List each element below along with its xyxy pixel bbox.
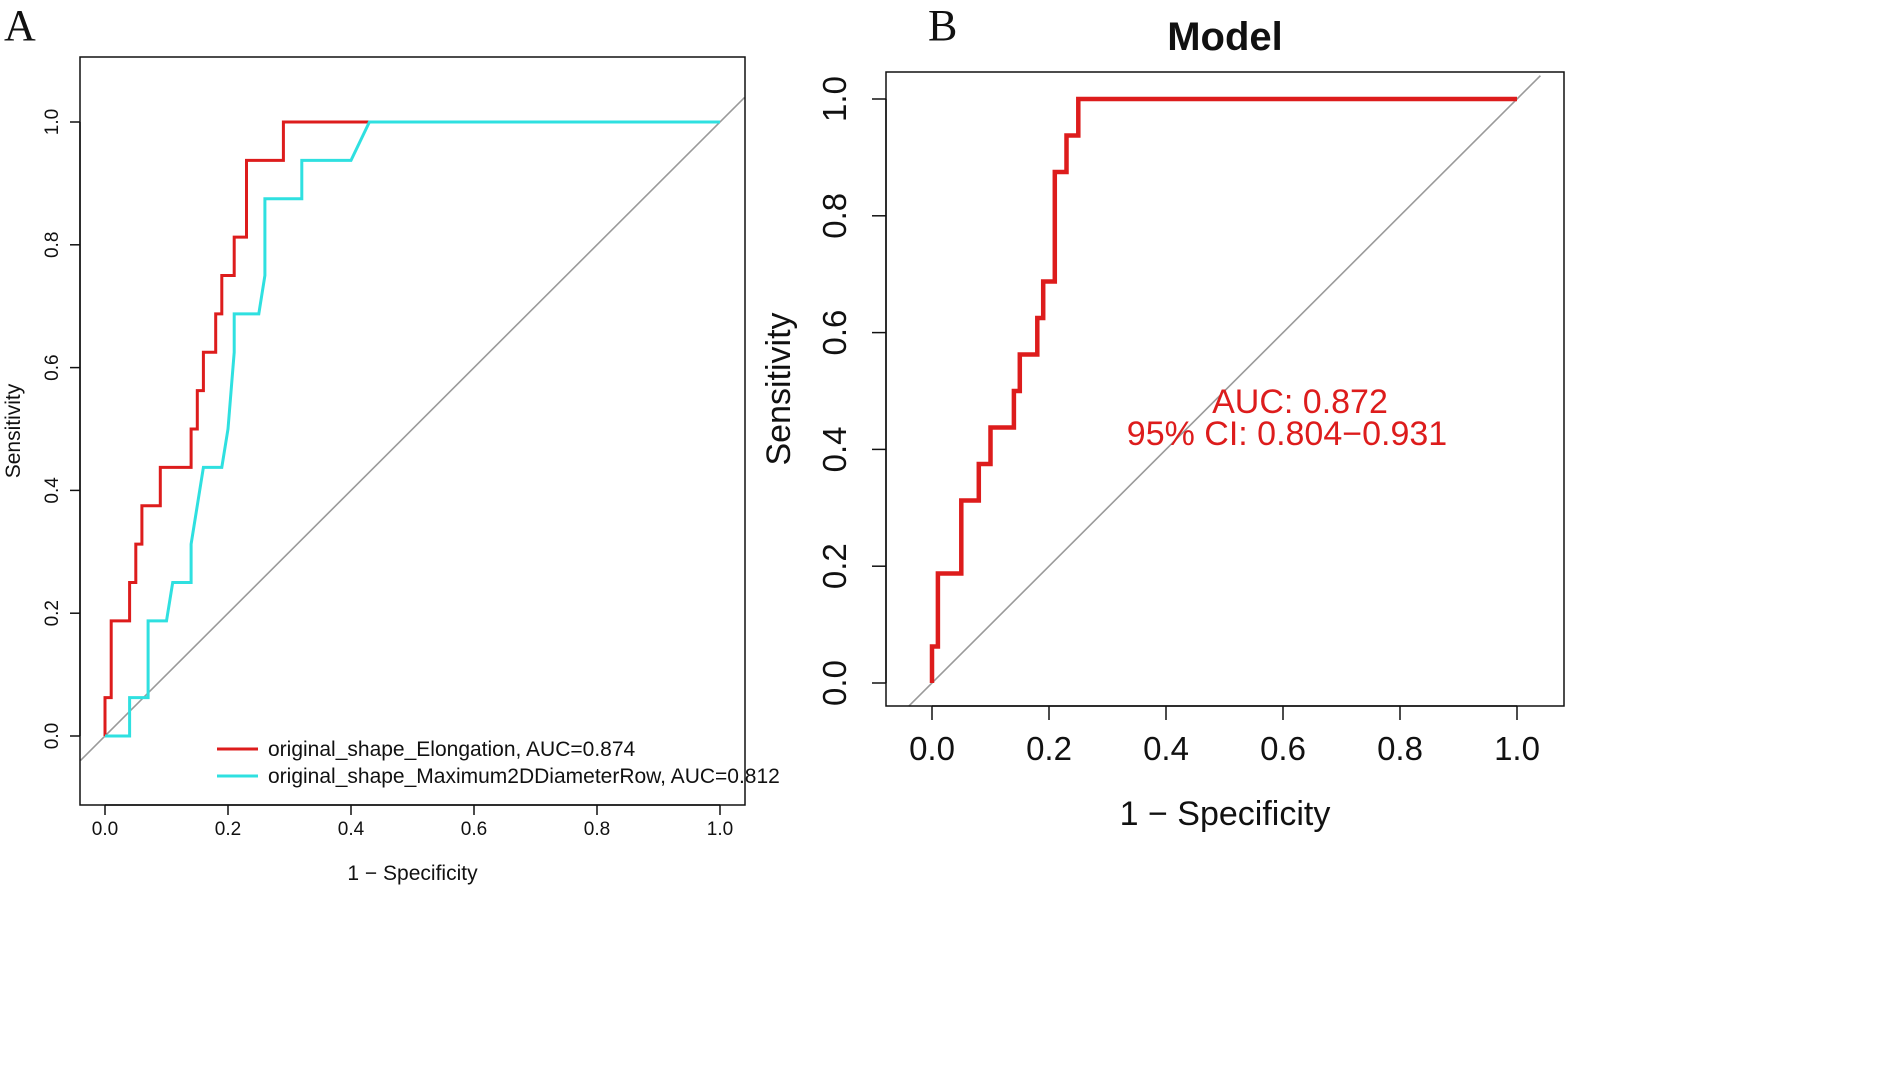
panel-label-b: B: [928, 1, 957, 50]
y-tick-label: 0.8: [42, 232, 63, 258]
x-tick-label: 1.0: [707, 819, 733, 840]
roc-curve-0: [103, 120, 370, 736]
panel-b-y-axis-label: Sensitivity: [760, 312, 798, 465]
y-tick-label: 1.0: [816, 76, 853, 122]
x-tick-label: 0.4: [338, 819, 365, 840]
panel-b-ci-annotation: 95% CI: 0.804−0.931: [1127, 415, 1447, 453]
x-tick-label: 0.2: [1026, 730, 1072, 767]
panel-label-a: A: [4, 1, 36, 50]
panel-a: A 0.0 0.2 0.4 0.6 0.8 1.0 0.00.20.40.60.81.0 …: [2, 1, 780, 885]
x-tick-label: 0.0: [909, 730, 955, 767]
legend-entry-max2d-diameter-row: original_shape_Maximum2DDiameterRow, AUC…: [268, 765, 780, 788]
panel-a-plot-frame: [79, 56, 746, 806]
panel-a-y-axis-label: Sensitivity: [2, 383, 25, 478]
y-tick-label: 0.6: [42, 354, 63, 380]
x-tick-label: 0.6: [461, 819, 487, 840]
y-tick-label: 0.0: [816, 660, 853, 706]
panel-a-legend: original_shape_Elongation, AUC=0.874 ori…: [217, 738, 780, 788]
panel-b-y-axis: 0.0 0.2 0.4 0.6 0.8 1.0: [816, 76, 887, 706]
panel-a-x-axis: 0.0 0.2 0.4 0.6 0.8 1.0: [92, 804, 733, 840]
diagonal-line: [908, 75, 1541, 707]
panel-b: B Model 0.0 0.2 0.4 0.6 0.8 1.0 0.00.20.40.60…: [760, 1, 1565, 833]
x-tick-label: 0.8: [584, 819, 610, 840]
legend-entry-elongation: original_shape_Elongation, AUC=0.874: [268, 738, 636, 761]
panel-b-x-axis-label: 1 − Specificity: [1120, 795, 1331, 833]
panel-b-title: Model: [1167, 15, 1283, 59]
y-tick-label: 0.6: [816, 310, 853, 356]
panel-b-reference-diagonal: [908, 75, 1541, 707]
y-tick-label: 0.2: [42, 600, 63, 626]
y-tick-label: 0.2: [816, 543, 853, 589]
x-tick-label: 0.0: [92, 819, 118, 840]
panel-b-roc-curves: [929, 96, 1517, 683]
panel-a-y-axis: 0.0 0.2 0.4 0.6 0.8 1.0: [42, 109, 81, 749]
x-tick-label: 0.8: [1377, 730, 1423, 767]
y-tick-label: 1.0: [42, 109, 63, 135]
panel-a-roc-curves: [103, 120, 720, 738]
roc-curve-1: [105, 120, 720, 738]
x-tick-label: 0.2: [215, 819, 241, 840]
diagonal-line: [79, 96, 746, 762]
panel-b-auc-annotation: AUC: 0.872: [1212, 383, 1388, 421]
panel-a-reference-diagonal: [79, 96, 746, 762]
panel-b-x-axis: 0.0 0.2 0.4 0.6 0.8 1.0: [909, 705, 1540, 767]
roc-curve-0: [929, 96, 1517, 683]
y-tick-label: 0.4: [816, 426, 853, 472]
x-tick-label: 1.0: [1494, 730, 1540, 767]
x-tick-label: 0.4: [1143, 730, 1189, 767]
y-tick-label: 0.8: [816, 193, 853, 239]
x-tick-label: 0.6: [1260, 730, 1306, 767]
y-tick-label: 0.0: [42, 723, 63, 749]
panel-a-x-axis-label: 1 − Specificity: [347, 862, 478, 885]
y-tick-label: 0.4: [42, 477, 63, 504]
